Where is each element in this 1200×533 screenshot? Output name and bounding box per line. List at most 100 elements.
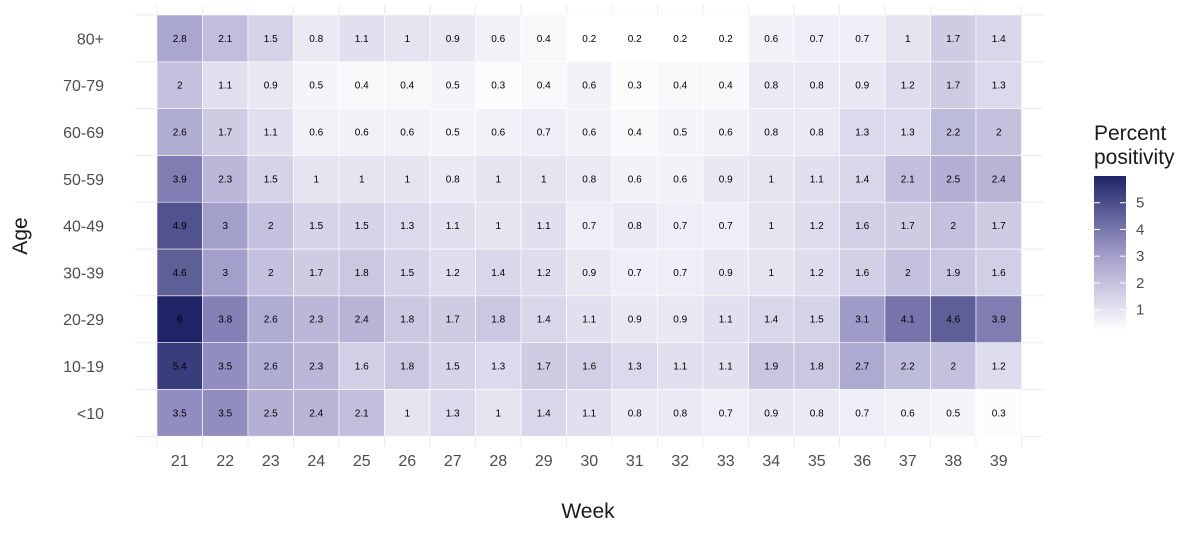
heatmap-cell (930, 61, 977, 109)
cell-value-label: 0.2 (582, 34, 596, 45)
heatmap-cell (338, 389, 385, 437)
heatmap-cell (975, 295, 1022, 343)
heatmap-cell (247, 155, 294, 203)
cell-value-label: 0.4 (537, 81, 551, 92)
cell-value-label: 0.9 (582, 268, 596, 279)
heatmap-cell (202, 14, 249, 63)
heatmap-cell (202, 342, 249, 390)
heatmap-cell (839, 155, 886, 203)
cell-value-label: 1.1 (537, 221, 551, 232)
heatmap-cell (384, 201, 431, 250)
y-tick-label: 70-79 (63, 78, 104, 95)
heatmap-cell (702, 155, 749, 203)
heatmap-cell (202, 155, 249, 203)
cell-value-label: 3.8 (218, 315, 232, 326)
x-tick-label: 38 (944, 453, 962, 470)
cell-value-label: 0.5 (446, 81, 460, 92)
cell-value-label: 2.6 (264, 315, 278, 326)
heatmap-cell (884, 201, 931, 250)
cell-value-label: 2.4 (992, 174, 1006, 185)
heatmap-cell (657, 201, 704, 250)
cell-value-label: 4.6 (173, 268, 187, 279)
cell-value-label: 1.8 (810, 362, 824, 373)
cell-value-label: 0.6 (582, 81, 596, 92)
heatmap-cell (884, 155, 931, 203)
cell-value-label: 0.5 (946, 408, 960, 419)
y-tick-label: 80+ (77, 31, 104, 48)
cell-value-label: 1 (313, 174, 319, 185)
cell-value-label: 0.3 (992, 408, 1006, 419)
cell-value-label: 1.4 (855, 174, 869, 185)
cell-value-label: 0.4 (537, 34, 551, 45)
cell-value-label: 1 (404, 34, 410, 45)
x-axis-ticks: 21 22 23 24 25 26 27 28 29 30 31 32 33 34 35 36 37 38 39 (171, 453, 1008, 470)
x-tick-label: 28 (489, 453, 507, 470)
cell-value-label: 0.7 (628, 268, 642, 279)
heatmap-cell (793, 389, 840, 437)
heatmap-cell (338, 14, 385, 63)
cell-value-label: 0.4 (400, 81, 414, 92)
legend-tick-label: 2 (1136, 275, 1144, 292)
cell-value-label: 0.9 (264, 81, 278, 92)
cell-value-label: 1.7 (992, 221, 1006, 232)
cell-value-label: 2.2 (901, 362, 915, 373)
heatmap-cell (429, 14, 476, 63)
heatmap-cell (748, 342, 795, 390)
heatmap-cell (520, 248, 567, 297)
cell-value-label: 2 (950, 362, 956, 373)
heatmap-cell (611, 248, 658, 297)
cell-value-label: 1 (495, 408, 501, 419)
cell-value-label: 0.6 (628, 174, 642, 185)
heatmap-cell (611, 155, 658, 203)
cell-value-label: 2.2 (946, 128, 960, 139)
cell-value-label: 1.1 (446, 221, 460, 232)
cell-value-label: 0.7 (855, 408, 869, 419)
cell-value-label: 0.9 (446, 34, 460, 45)
heatmap-cell (247, 389, 294, 437)
heatmap-cell (202, 295, 249, 343)
cell-value-label: 1.6 (855, 221, 869, 232)
cell-value-label: 3.9 (173, 174, 187, 185)
cell-value-label: 1.1 (719, 315, 733, 326)
cell-value-label: 1.7 (946, 81, 960, 92)
cell-value-label: 0.4 (719, 81, 733, 92)
cell-value-label: 1.2 (810, 268, 824, 279)
cell-value-label: 0.8 (628, 221, 642, 232)
heatmap-cell (884, 295, 931, 343)
cell-value-label: 0.6 (491, 34, 505, 45)
heatmap-cell (293, 248, 340, 297)
cell-value-label: 1.3 (491, 362, 505, 373)
heatmap-cell (520, 108, 567, 156)
heatmap-cell (839, 108, 886, 156)
cell-value-label: 0.7 (582, 221, 596, 232)
cell-value-label: 0.8 (810, 128, 824, 139)
cell-value-label: 0.5 (446, 128, 460, 139)
heatmap-cell (748, 389, 795, 437)
legend: Percent positivity 1 2 3 4 5 (1094, 122, 1175, 331)
heatmap-cell (975, 14, 1022, 63)
cell-value-label: 0.9 (673, 315, 687, 326)
heatmap-cell (975, 342, 1022, 390)
heatmap-cell (657, 342, 704, 390)
heatmap-cell (202, 61, 249, 109)
legend-ticks: 1 2 3 4 5 (1094, 195, 1144, 319)
cell-value-label: 2.6 (264, 362, 278, 373)
heatmap-cell (748, 155, 795, 203)
heatmap-cell (247, 14, 294, 63)
cell-value-label: 1.3 (992, 81, 1006, 92)
x-tick-label: 34 (762, 453, 780, 470)
y-tick-label: 30-39 (63, 265, 104, 282)
heatmap-cell (793, 295, 840, 343)
cell-value-label: 2 (905, 268, 911, 279)
cell-value-label: 1.5 (810, 315, 824, 326)
heatmap-cell (384, 14, 431, 63)
heatmap-cell (793, 342, 840, 390)
y-tick-label: 50-59 (63, 172, 104, 189)
cell-value-label: 2.6 (173, 128, 187, 139)
cell-value-label: 0.6 (764, 34, 778, 45)
heatmap-cell (748, 201, 795, 250)
legend-tick-label: 1 (1136, 302, 1144, 319)
heatmap-cell (338, 201, 385, 250)
cell-value-label: 1 (404, 408, 410, 419)
cell-value-label: 2.8 (173, 34, 187, 45)
